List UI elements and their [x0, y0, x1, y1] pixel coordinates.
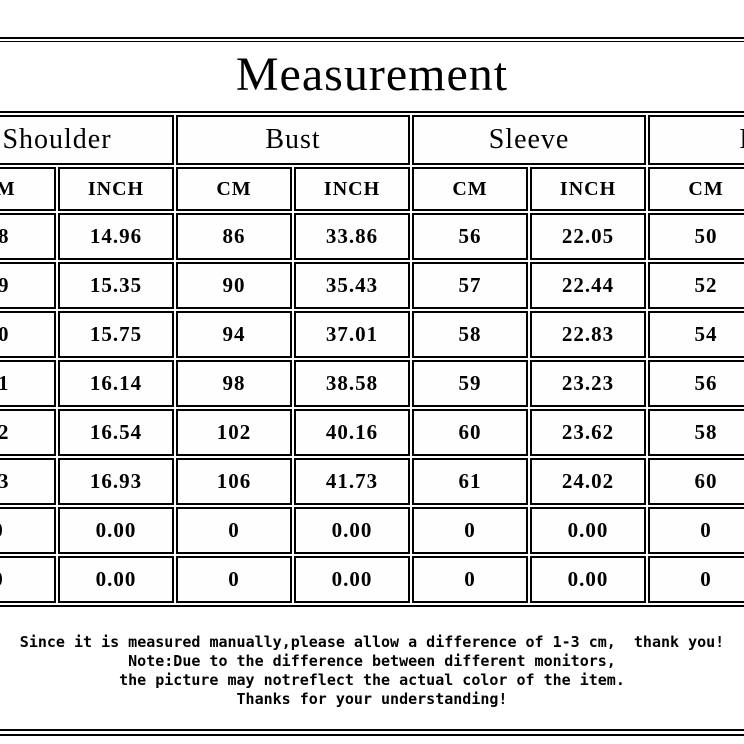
bottom-divider	[0, 729, 744, 736]
table-cell: 38.58	[294, 360, 411, 407]
column-group-bust: Bust	[176, 115, 411, 165]
page-title: Measurement	[235, 48, 509, 101]
table-cell: 0.00	[294, 556, 411, 603]
table-cell: 86	[176, 213, 293, 260]
table-cell: 15.75	[58, 311, 175, 358]
table-cell: 38	[0, 213, 56, 260]
note-line: Note:Due to the difference between diffe…	[128, 652, 616, 670]
table-cell: 57	[412, 262, 529, 309]
table-cell: 37.01	[294, 311, 411, 358]
column-group-sleeve: Sleeve	[412, 115, 647, 165]
table-cell: 0	[412, 507, 529, 554]
table-cell: 22.83	[530, 311, 647, 358]
table-row: 40 15.75 94 37.01 58 22.83 54	[0, 311, 744, 358]
table-cell: 0	[0, 556, 56, 603]
table-cell: 0	[648, 556, 744, 603]
table-group-header-row: Shoulder Bust Sleeve Length	[0, 115, 744, 165]
top-divider	[0, 37, 744, 42]
table-cell: 0	[648, 507, 744, 554]
table-cell: 22.05	[530, 213, 647, 260]
table-cell: 56	[412, 213, 529, 260]
table-cell: 0.00	[58, 556, 175, 603]
table-cell: 23.62	[530, 409, 647, 456]
table-cell: 52	[648, 262, 744, 309]
table-row: 0 0.00 0 0.00 0 0.00 0	[0, 507, 744, 554]
table-cell: 0	[412, 556, 529, 603]
table-cell: 40	[0, 311, 56, 358]
table-cell: 42	[0, 409, 56, 456]
table-cell: 43	[0, 458, 56, 505]
table-row: 0 0.00 0 0.00 0 0.00 0	[0, 556, 744, 603]
table-cell: 106	[176, 458, 293, 505]
table-cell: 0	[176, 556, 293, 603]
measurement-table: Shoulder Bust Sleeve Length CM INCH CM I…	[0, 111, 744, 607]
note-line: Since it is measured manually,please all…	[19, 633, 725, 651]
table-cell: 15.35	[58, 262, 175, 309]
unit-header-sleeve-cm: CM	[412, 167, 529, 211]
table-cell: 16.14	[58, 360, 175, 407]
unit-header-bust-cm: CM	[176, 167, 293, 211]
table-cell: 41	[0, 360, 56, 407]
measurement-notes: Since it is measured manually,please all…	[0, 633, 744, 709]
table-row: 38 14.96 86 33.86 56 22.05 50	[0, 213, 744, 260]
unit-header-shoulder-cm: CM	[0, 167, 56, 211]
table-cell: 60	[412, 409, 529, 456]
table-cell: 23.23	[530, 360, 647, 407]
table-cell: 102	[176, 409, 293, 456]
table-cell: 0.00	[530, 556, 647, 603]
size-chart-page: Measurement Shoulder Bust Sleeve Length …	[0, 37, 744, 744]
table-cell: 40.16	[294, 409, 411, 456]
table-row: 43 16.93 106 41.73 61 24.02 60	[0, 458, 744, 505]
table-row: 39 15.35 90 35.43 57 22.44 52	[0, 262, 744, 309]
note-line: the picture may notreflect the actual co…	[119, 671, 625, 689]
table-cell: 54	[648, 311, 744, 358]
table-cell: 22.44	[530, 262, 647, 309]
table-cell: 0	[0, 507, 56, 554]
table-cell: 56	[648, 360, 744, 407]
table-cell: 59	[412, 360, 529, 407]
table-cell: 39	[0, 262, 56, 309]
table-cell: 0.00	[58, 507, 175, 554]
table-cell: 61	[412, 458, 529, 505]
table-cell: 16.54	[58, 409, 175, 456]
table-cell: 16.93	[58, 458, 175, 505]
table-cell: 50	[648, 213, 744, 260]
unit-header-bust-inch: INCH	[294, 167, 411, 211]
table-cell: 94	[176, 311, 293, 358]
table-cell: 24.02	[530, 458, 647, 505]
unit-header-shoulder-inch: INCH	[58, 167, 175, 211]
unit-header-length-cm: CM	[648, 167, 744, 211]
table-cell: 35.43	[294, 262, 411, 309]
column-group-length: Length	[648, 115, 744, 165]
table-cell: 33.86	[294, 213, 411, 260]
table-unit-header-row: CM INCH CM INCH CM INCH CM	[0, 167, 744, 211]
table-cell: 58	[412, 311, 529, 358]
table-row: 42 16.54 102 40.16 60 23.62 58	[0, 409, 744, 456]
table-cell: 0.00	[294, 507, 411, 554]
table-cell: 14.96	[58, 213, 175, 260]
unit-header-sleeve-inch: INCH	[530, 167, 647, 211]
table-cell: 58	[648, 409, 744, 456]
table-cell: 41.73	[294, 458, 411, 505]
table-cell: 90	[176, 262, 293, 309]
table-row: 41 16.14 98 38.58 59 23.23 56	[0, 360, 744, 407]
note-line: Thanks for your understanding!	[236, 690, 508, 708]
table-cell: 60	[648, 458, 744, 505]
table-cell: 0	[176, 507, 293, 554]
column-group-shoulder: Shoulder	[0, 115, 175, 165]
table-cell: 98	[176, 360, 293, 407]
table-cell: 0.00	[530, 507, 647, 554]
